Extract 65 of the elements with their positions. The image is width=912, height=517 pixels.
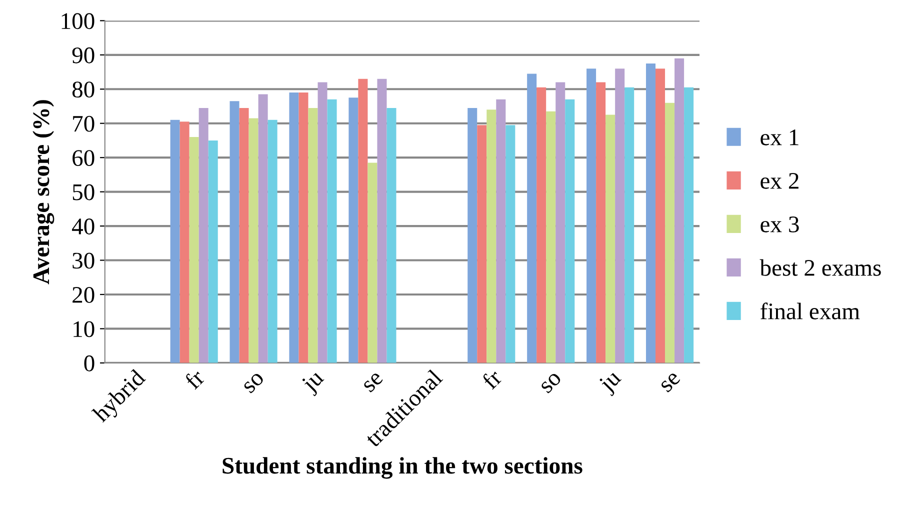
bar xyxy=(684,87,694,363)
bar xyxy=(230,101,240,363)
bar xyxy=(624,87,634,363)
bar xyxy=(289,92,299,363)
legend-label: best 2 exams xyxy=(760,259,881,276)
y-tick-label: 80 xyxy=(72,82,94,98)
bar xyxy=(348,98,358,363)
y-tick-label: 40 xyxy=(72,218,94,234)
y-tick-label: 90 xyxy=(72,47,94,64)
x-tick-label: so xyxy=(540,372,562,394)
bar xyxy=(556,82,566,363)
bar xyxy=(496,99,506,363)
legend-label: ex 2 xyxy=(760,172,798,189)
bar xyxy=(565,99,575,363)
bar xyxy=(674,58,684,363)
bar xyxy=(308,108,318,363)
bar xyxy=(318,82,328,363)
y-tick-label: 100 xyxy=(62,13,94,30)
x-tick-label: so xyxy=(243,372,265,394)
bar xyxy=(180,122,190,363)
x-tick-label: ju xyxy=(300,368,328,396)
legend-label: ex 1 xyxy=(760,130,798,146)
bar xyxy=(506,125,516,363)
bar xyxy=(536,87,546,363)
y-tick-label: 30 xyxy=(72,252,94,269)
x-tick-label: fr xyxy=(480,368,503,390)
x-tick-label: ju xyxy=(597,368,626,396)
x-axis-title: Student standing in the two sections xyxy=(222,457,582,479)
bar xyxy=(189,137,199,363)
y-tick-label: 50 xyxy=(72,184,94,200)
bar xyxy=(368,162,378,363)
bar xyxy=(377,78,387,363)
legend-label: final exam xyxy=(760,302,860,320)
bar xyxy=(646,63,656,363)
legend-label: ex 3 xyxy=(760,216,799,232)
y-axis-title: Average score (%) xyxy=(32,100,54,284)
y-tick-label: 60 xyxy=(72,150,94,166)
bar xyxy=(527,74,537,363)
bar xyxy=(546,111,556,363)
bar xyxy=(486,110,496,363)
bar xyxy=(268,120,278,363)
y-tick-label: 70 xyxy=(73,116,94,132)
bar xyxy=(477,125,487,363)
bar xyxy=(327,99,337,363)
y-tick-label: 10 xyxy=(74,321,94,338)
bar xyxy=(170,120,180,363)
y-tick-label: 0 xyxy=(84,355,94,372)
bar xyxy=(239,108,249,363)
bar xyxy=(258,94,268,363)
bar xyxy=(665,102,675,363)
bar xyxy=(606,114,616,363)
bar xyxy=(468,108,478,363)
bar xyxy=(386,108,396,363)
bar xyxy=(198,108,208,363)
bar xyxy=(358,78,368,363)
bar xyxy=(586,68,596,363)
bar xyxy=(596,82,606,363)
x-tick-label: se xyxy=(660,372,681,393)
bar xyxy=(656,68,666,363)
bar xyxy=(615,68,625,363)
bar xyxy=(208,140,218,363)
bar xyxy=(298,92,308,363)
bar xyxy=(248,118,258,363)
y-tick-label: 20 xyxy=(72,286,94,303)
x-tick-label: fr xyxy=(183,368,206,390)
